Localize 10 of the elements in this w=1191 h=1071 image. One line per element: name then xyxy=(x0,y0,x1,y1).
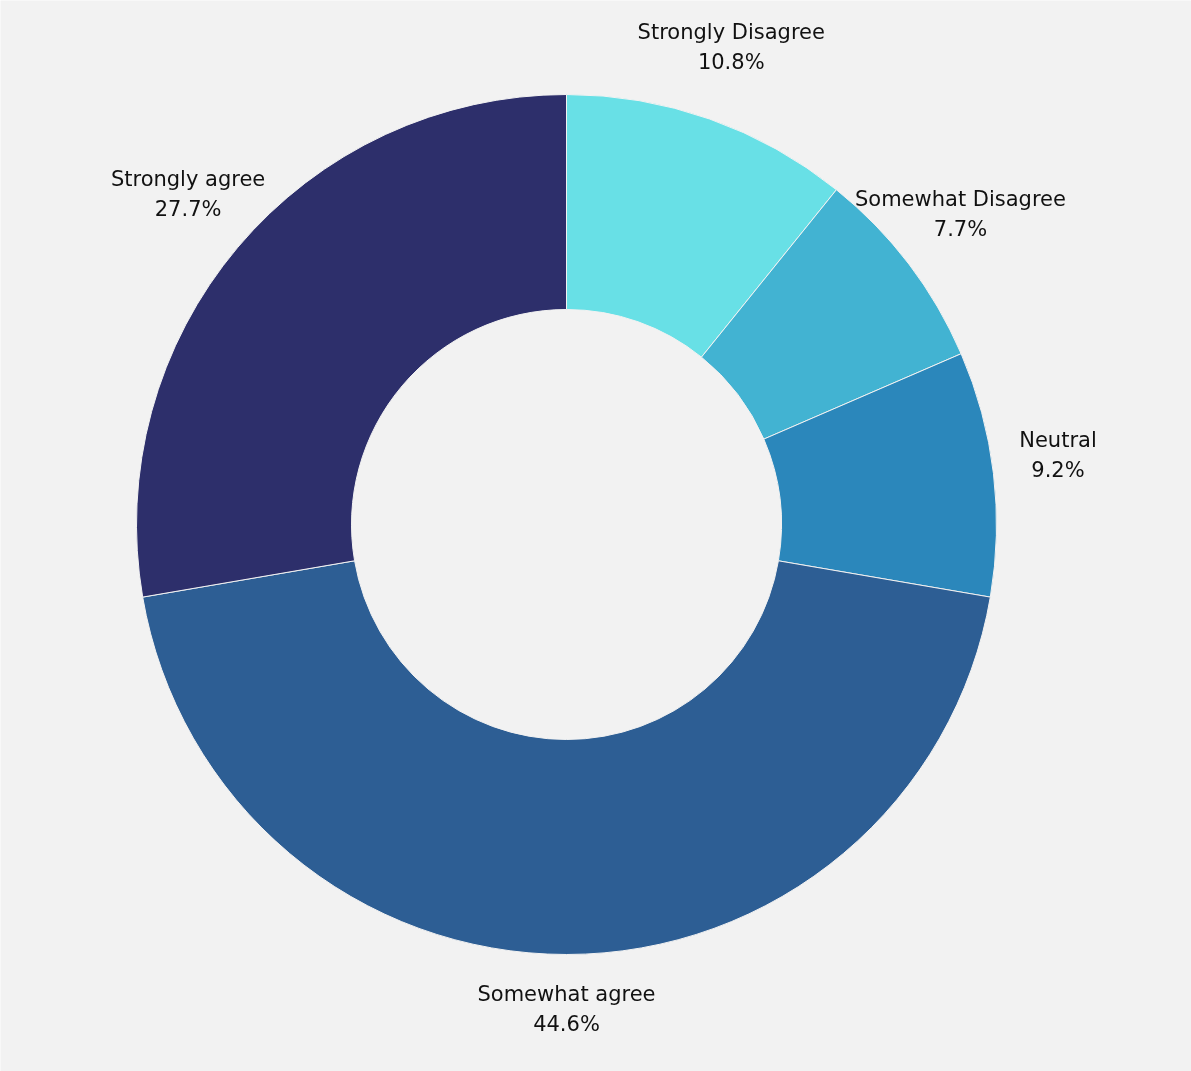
slice-label: Somewhat Disagree xyxy=(854,186,1066,211)
data-label: 10.8% xyxy=(697,49,765,74)
slice-label: Somewhat agree xyxy=(477,981,656,1006)
data-label: 27.7% xyxy=(154,197,222,222)
slice-label: Strongly Disagree xyxy=(637,19,825,44)
data-label: 7.7% xyxy=(933,216,988,241)
data-label: 44.6% xyxy=(533,1011,600,1036)
data-label: 9.2% xyxy=(1031,457,1085,482)
slice-label: Strongly agree xyxy=(110,167,266,192)
slice-label: Neutral xyxy=(1019,427,1097,452)
